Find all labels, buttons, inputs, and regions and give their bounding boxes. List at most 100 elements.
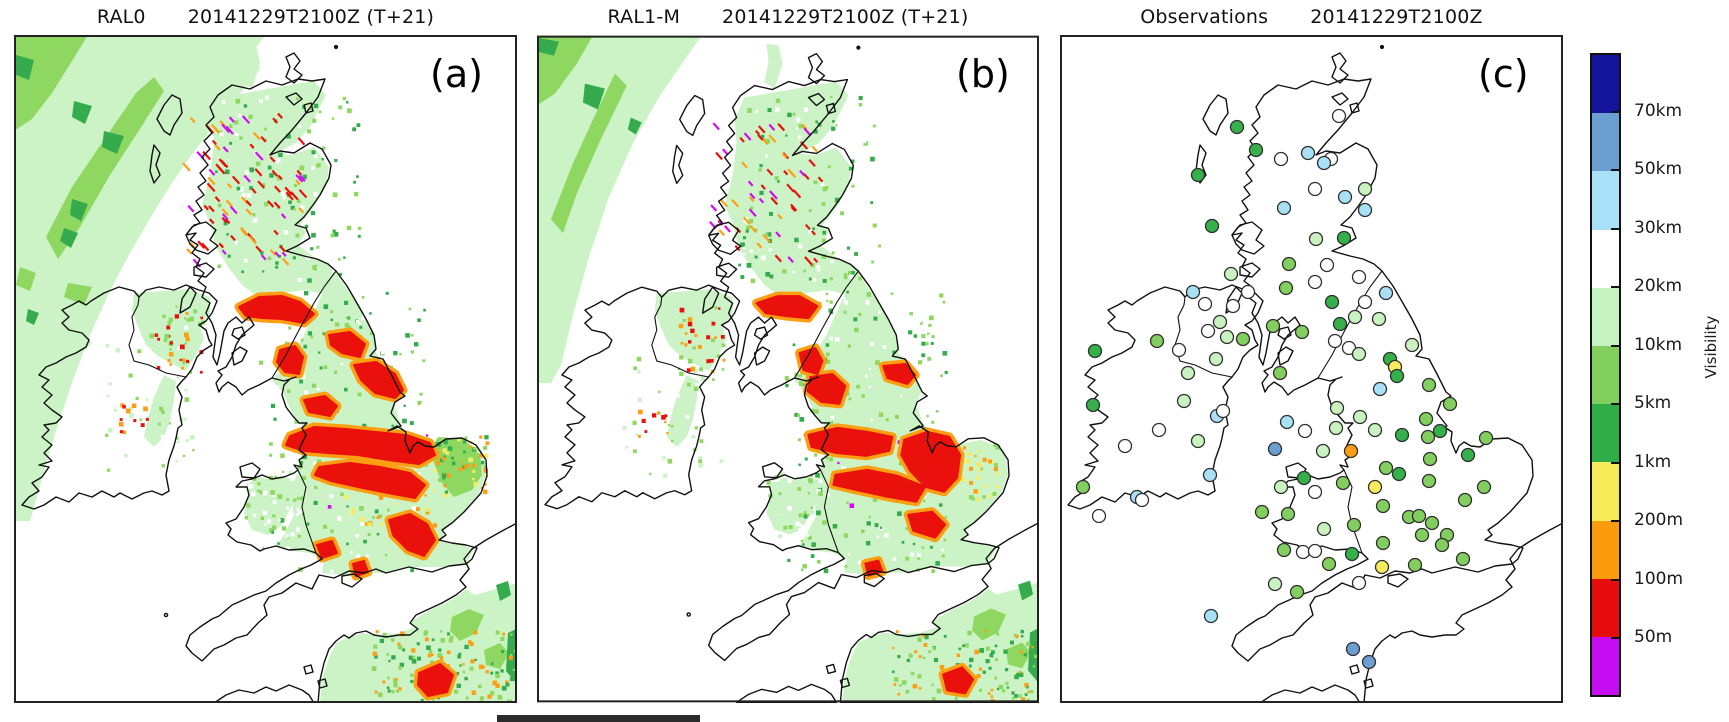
station-visibility-marker: [1295, 544, 1311, 560]
colorbar-segment: [1592, 229, 1619, 288]
station-visibility-marker: [1190, 433, 1206, 449]
station-visibility-marker: [1197, 296, 1213, 312]
map-panel-b: [537, 35, 1039, 703]
station-visibility-marker: [1411, 508, 1427, 524]
station-visibility-marker: [1372, 381, 1388, 397]
green-speckle-texture: [622, 326, 724, 478]
station-visibility-marker: [1351, 269, 1367, 285]
panel-c-valid-time: 20141229T2100Z: [1310, 6, 1483, 28]
station-visibility-marker: [1378, 460, 1394, 476]
green-speckle-texture: [118, 403, 149, 435]
station-visibility-marker: [1208, 351, 1224, 367]
station-visibility-marker: [1357, 181, 1373, 197]
visibility-colorbar: [1590, 53, 1621, 697]
station-visibility-marker: [1307, 181, 1323, 197]
station-visibility-marker: [1367, 422, 1383, 438]
station-visibility-marker: [1424, 515, 1440, 531]
station-visibility-marker: [1324, 294, 1340, 310]
station-visibility-marker: [1343, 443, 1359, 459]
colorbar-segment: [1592, 520, 1619, 579]
station-visibility-marker: [1254, 504, 1270, 520]
station-visibility-marker: [1190, 167, 1206, 183]
colorbar-tick: [1611, 461, 1620, 464]
station-visibility-marker: [1235, 331, 1251, 347]
station-visibility-marker: [1316, 521, 1332, 537]
colorbar-tick: [1611, 169, 1620, 172]
station-visibility-marker: [1273, 151, 1289, 167]
colorbar-axis-label: Visibility: [1702, 315, 1720, 379]
fog-blobs: [234, 291, 458, 701]
colorbar-tick: [1611, 227, 1620, 230]
colorbar-tick: [1611, 286, 1620, 289]
station-visibility-marker: [1455, 551, 1471, 567]
station-visibility-marker: [1091, 508, 1107, 524]
colorbar-segment: [1592, 636, 1619, 696]
colorbar-tick: [1611, 637, 1620, 640]
station-visibility-marker: [1296, 470, 1312, 486]
station-visibility-marker: [1267, 441, 1283, 457]
station-visibility-marker: [1371, 311, 1387, 327]
station-visibility-marker: [1460, 447, 1476, 463]
station-visibility-marker: [1344, 546, 1360, 562]
station-visibility-marker: [1432, 423, 1448, 439]
station-visibility-marker: [1180, 365, 1196, 381]
panel-a-title: RAL0 20141229T2100Z (T+21): [14, 6, 517, 28]
station-visibility-marker: [1225, 298, 1241, 314]
colorbar-segment: [1592, 578, 1619, 637]
station-visibility-marker: [1315, 443, 1331, 459]
station-visibility-marker: [1316, 155, 1332, 171]
station-visibility-marker: [1476, 479, 1492, 495]
station-visibility-marker: [1176, 393, 1192, 409]
colorbar-tick-label: 100m: [1634, 568, 1684, 589]
station-visibility-marker: [1307, 484, 1323, 500]
station-visibility-marker: [1265, 318, 1281, 334]
station-visibility-marker: [1375, 498, 1391, 514]
station-visibility-marker: [1267, 576, 1283, 592]
panel-border: [1060, 35, 1563, 703]
station-visibility-marker: [1294, 324, 1310, 340]
colorbar-segment: [1592, 345, 1619, 405]
panel-border: [14, 35, 517, 703]
panel-b-letter: (b): [956, 52, 1010, 96]
station-visibility-marker: [1321, 556, 1337, 572]
station-visibility-marker: [1276, 200, 1292, 216]
station-visibility-marker: [1442, 396, 1458, 412]
panel-c-title: Observations 20141229T2100Z: [1060, 6, 1563, 28]
panel-b-title: RAL1-M 20141229T2100Z (T+21): [537, 6, 1039, 28]
green-speckle-texture: [637, 409, 669, 438]
green-speckle-texture: [434, 435, 490, 498]
station-visibility-marker: [1203, 608, 1219, 624]
station-visibility-marker: [1357, 202, 1373, 218]
colorbar-tick-label: 5km: [1634, 393, 1672, 414]
station-visibility-marker: [1375, 535, 1391, 551]
station-visibility-marker: [1336, 230, 1352, 246]
observation-stations: [1075, 108, 1494, 670]
green-speckle-texture: [961, 443, 1001, 502]
station-visibility-marker: [1276, 542, 1292, 558]
station-visibility-marker: [1367, 479, 1383, 495]
map-panel-a: [14, 35, 517, 703]
station-visibility-marker: [1215, 403, 1231, 419]
station-visibility-marker: [1394, 427, 1410, 443]
station-visibility-marker: [1335, 475, 1351, 491]
fog-speckle-texture: [182, 112, 308, 268]
station-visibility-marker: [1346, 517, 1362, 533]
station-visibility-marker: [1421, 377, 1437, 393]
station-visibility-marker: [1422, 451, 1438, 467]
map-a-visibility-field: [14, 35, 517, 703]
station-visibility-marker: [1337, 189, 1353, 205]
colorbar-segment: [1592, 287, 1619, 346]
station-visibility-marker: [1329, 400, 1345, 416]
station-visibility-marker: [1281, 256, 1297, 272]
coastlines: [21, 44, 517, 703]
station-visibility-marker: [1351, 575, 1367, 591]
station-visibility-marker: [1478, 430, 1494, 446]
fog-blobs: [752, 291, 978, 698]
station-visibility-marker: [1378, 285, 1394, 301]
station-visibility-marker: [1204, 218, 1220, 234]
station-visibility-marker: [1075, 479, 1091, 495]
station-visibility-marker: [1307, 543, 1323, 559]
bottom-edge-artifact: [497, 715, 700, 722]
panel-c-letter: (c): [1478, 52, 1529, 96]
station-visibility-marker: [1212, 314, 1228, 330]
